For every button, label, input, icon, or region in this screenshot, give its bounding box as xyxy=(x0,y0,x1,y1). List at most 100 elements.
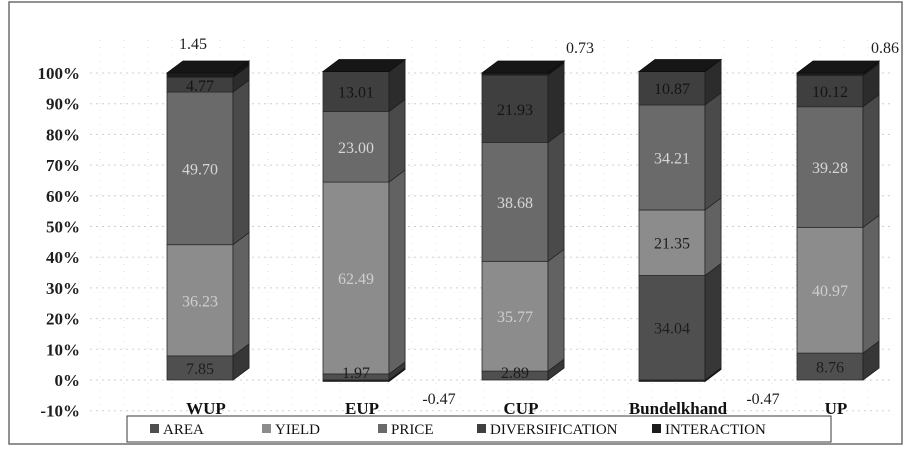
bar-segment-diversification xyxy=(796,75,864,108)
bar-segment-side-yield xyxy=(704,197,722,277)
data-label-diversification: 13.01 xyxy=(338,85,374,102)
y-axis-ticks: -10% 0% 10% 20% 30% 40% 50% 60% 70% 80% 90% 100% xyxy=(38,64,81,421)
bar-top-face xyxy=(637,59,723,72)
bar-segment-side-diversification xyxy=(547,62,565,144)
legend-swatch xyxy=(378,424,387,433)
data-label-interaction: 1.45 xyxy=(179,36,207,53)
legend-item-area: AREA xyxy=(150,422,204,438)
bar-segment-area xyxy=(166,355,234,381)
bar-segment-side-yield xyxy=(232,232,250,357)
data-label-interaction: 0.86 xyxy=(871,40,899,57)
data-label-interaction: -0.47 xyxy=(422,391,455,408)
x-category-label: UP xyxy=(825,399,848,418)
legend-label: INTERACTION xyxy=(665,422,766,438)
data-label-yield: 35.77 xyxy=(497,309,533,326)
legend-swatch xyxy=(262,424,271,433)
legend-item-yield: YIELD xyxy=(262,422,320,438)
y-tick-label: -10% xyxy=(40,402,80,421)
bar-segment-price xyxy=(481,142,549,262)
x-axis-categories: WUP EUP CUP Bundelkhand UP xyxy=(186,399,847,418)
bar-top-face xyxy=(795,60,881,74)
data-label-diversification: 10.87 xyxy=(654,81,690,98)
bar-segment-price xyxy=(166,91,234,246)
bar-segment-side-interaction xyxy=(388,367,406,383)
data-label-diversification: 4.77 xyxy=(186,78,214,95)
legend-label: YIELD xyxy=(275,422,320,438)
bars: 7.85 36.23 49.70 4.77 1.45 1.97 62.49 23.00 13.0… xyxy=(165,36,899,408)
bar-segment-side-price xyxy=(862,94,880,228)
legend-label: DIVERSIFICATION xyxy=(490,422,618,438)
y-tick-label: 90% xyxy=(46,95,80,114)
bar-segment-side-interaction xyxy=(704,367,722,383)
data-label-area: 34.04 xyxy=(654,321,690,338)
bar-segment-side-price xyxy=(547,129,565,262)
bar-segment-price xyxy=(322,111,390,183)
x-category-label: EUP xyxy=(345,399,379,418)
bar-segment-diversification xyxy=(322,71,390,112)
bar-segment-yield xyxy=(638,209,706,276)
bar-segment-yield xyxy=(481,260,549,372)
data-label-yield: 62.49 xyxy=(338,271,374,288)
bar-segment-yield xyxy=(322,181,390,375)
bar-segment-diversification xyxy=(638,71,706,106)
legend-label: PRICE xyxy=(391,422,434,438)
bar-segment-side-yield xyxy=(388,169,406,375)
y-tick-label: 40% xyxy=(46,248,80,267)
chart-border xyxy=(8,1,903,445)
legend-swatch xyxy=(652,424,661,433)
bar-segment-yield xyxy=(166,244,234,357)
y-tick-label: 20% xyxy=(46,310,80,329)
bar-group-cup: 2.89 35.77 38.68 21.93 0.73 xyxy=(480,40,594,382)
bar-segment-yield xyxy=(796,226,864,354)
data-label-area: 7.85 xyxy=(186,361,214,378)
bar-segment-side-yield xyxy=(862,214,880,354)
bar-group-up: 8.76 40.97 39.28 10.12 0.86 xyxy=(795,40,899,381)
data-label-area: 2.89 xyxy=(501,365,529,382)
x-category-label: WUP xyxy=(186,399,226,418)
y-tick-label: 80% xyxy=(46,125,80,144)
bar-segment-side-yield xyxy=(547,248,565,372)
data-label-diversification: 21.93 xyxy=(497,102,533,119)
bar-group-bundelkhand: 34.04 21.35 34.21 10.87 -0.47 xyxy=(637,58,780,408)
bar-segment-side-price xyxy=(388,98,406,183)
y-tick-label: 70% xyxy=(46,156,80,175)
bar-top-face xyxy=(480,60,566,74)
legend-item-price: PRICE xyxy=(378,422,434,438)
bar-segment-interaction xyxy=(638,379,706,382)
x-category-label: Bundelkhand xyxy=(629,399,728,418)
bar-group-wup: 7.85 36.23 49.70 4.77 1.45 xyxy=(165,36,251,381)
data-label-diversification: 10.12 xyxy=(812,84,848,101)
legend-swatch xyxy=(477,424,486,433)
bar-segment-area xyxy=(638,275,706,381)
bar-group-eup: 1.97 62.49 23.00 13.01 -0.47 xyxy=(321,58,456,408)
data-label-yield: 21.35 xyxy=(654,236,690,253)
data-label-area: 1.97 xyxy=(342,365,370,382)
data-label-yield: 40.97 xyxy=(812,283,848,300)
y-tick-label: 0% xyxy=(55,371,81,390)
bar-segment-side-price xyxy=(704,92,722,211)
data-label-interaction: -0.47 xyxy=(746,391,779,408)
bar-segment-price xyxy=(796,106,864,228)
legend-label: AREA xyxy=(163,422,204,438)
bar-top-face xyxy=(321,59,407,72)
data-label-price: 38.68 xyxy=(497,195,533,212)
legend-item-diversification: DIVERSIFICATION xyxy=(477,422,618,438)
data-label-interaction: 0.73 xyxy=(566,40,594,57)
bar-segment-side-price xyxy=(232,79,250,246)
y-tick-label: 30% xyxy=(46,279,80,298)
y-tick-label: 50% xyxy=(46,218,80,237)
data-label-price: 39.28 xyxy=(812,160,848,177)
legend-swatch xyxy=(150,424,159,433)
data-label-price: 23.00 xyxy=(338,140,374,157)
data-label-yield: 36.23 xyxy=(182,293,218,310)
y-tick-label: 60% xyxy=(46,187,80,206)
data-label-price: 49.70 xyxy=(182,161,218,178)
bar-top-face xyxy=(165,60,251,74)
legend-item-interaction: INTERACTION xyxy=(652,422,766,438)
legend: AREA YIELD PRICE DIVERSIFICATION INTERACTION xyxy=(126,415,832,443)
x-category-label: CUP xyxy=(504,399,539,418)
bar-segment-side-area xyxy=(704,262,722,381)
bar-segment-area xyxy=(796,352,864,381)
